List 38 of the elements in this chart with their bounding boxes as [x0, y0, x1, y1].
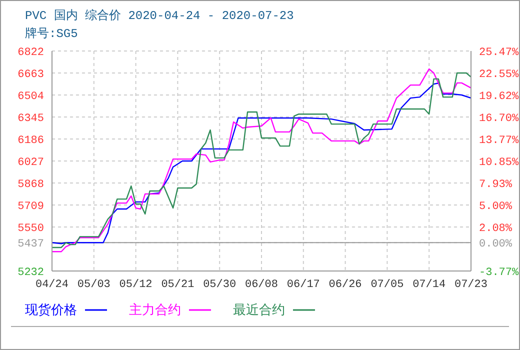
y-tick-label: 6822: [18, 47, 44, 59]
y-tick-label: 5232: [18, 267, 44, 279]
chart-subtitle: 牌号:SG5: [25, 26, 78, 42]
y-tick-label: 5868: [18, 179, 44, 191]
legend-label: 现货价格: [25, 302, 77, 319]
x-tick-label: 04/24: [35, 279, 69, 291]
x-tick-label: 06/08: [244, 279, 278, 291]
x-tick-label: 07/14: [412, 279, 446, 291]
x-tick-label: 07/05: [370, 279, 404, 291]
x-tick-label: 05/12: [119, 279, 152, 291]
y-tick-label: 6504: [18, 91, 44, 103]
y-tick-label: 6186: [18, 135, 44, 147]
y-tick-label: 5550: [18, 223, 44, 235]
y2-tick-label: 22.55%: [479, 68, 520, 81]
y2-tick-label: 19.62%: [479, 91, 520, 104]
y2-tick-label: 0.00%: [479, 238, 512, 251]
y-tick-label: 6663: [18, 69, 44, 81]
x-tick-label: 07/23: [454, 279, 488, 291]
legend-label: 主力合约: [129, 302, 181, 319]
y2-tick-label: 10.85%: [479, 157, 520, 169]
y-tick-label: 5709: [18, 201, 44, 213]
legend-label: 最近合约: [233, 302, 285, 319]
y2-tick-label: 2.08%: [479, 222, 512, 235]
x-tick-label: 06/17: [286, 279, 320, 291]
x-tick-label: 05/21: [161, 279, 195, 291]
chart-title: PVC 国内 综合价 2020-04-24 - 2020-07-23: [25, 8, 294, 24]
y2-tick-label: 13.77%: [479, 135, 520, 148]
y2-tick-label: 16.70%: [479, 112, 520, 125]
y2-tick-label: 7.93%: [479, 178, 512, 191]
y-tick-label: 5437: [18, 238, 44, 251]
y-tick-label: 6027: [18, 157, 44, 169]
y2-tick-label: 5.00%: [479, 201, 512, 214]
x-tick-label: 05/03: [77, 279, 110, 291]
y2-tick-label: 25.47%: [479, 47, 520, 59]
y-tick-label: 6345: [18, 113, 44, 125]
x-tick-label: 05/30: [203, 279, 236, 291]
y2-tick-label: -3.77%: [479, 267, 520, 279]
x-tick-label: 06/26: [328, 279, 362, 291]
